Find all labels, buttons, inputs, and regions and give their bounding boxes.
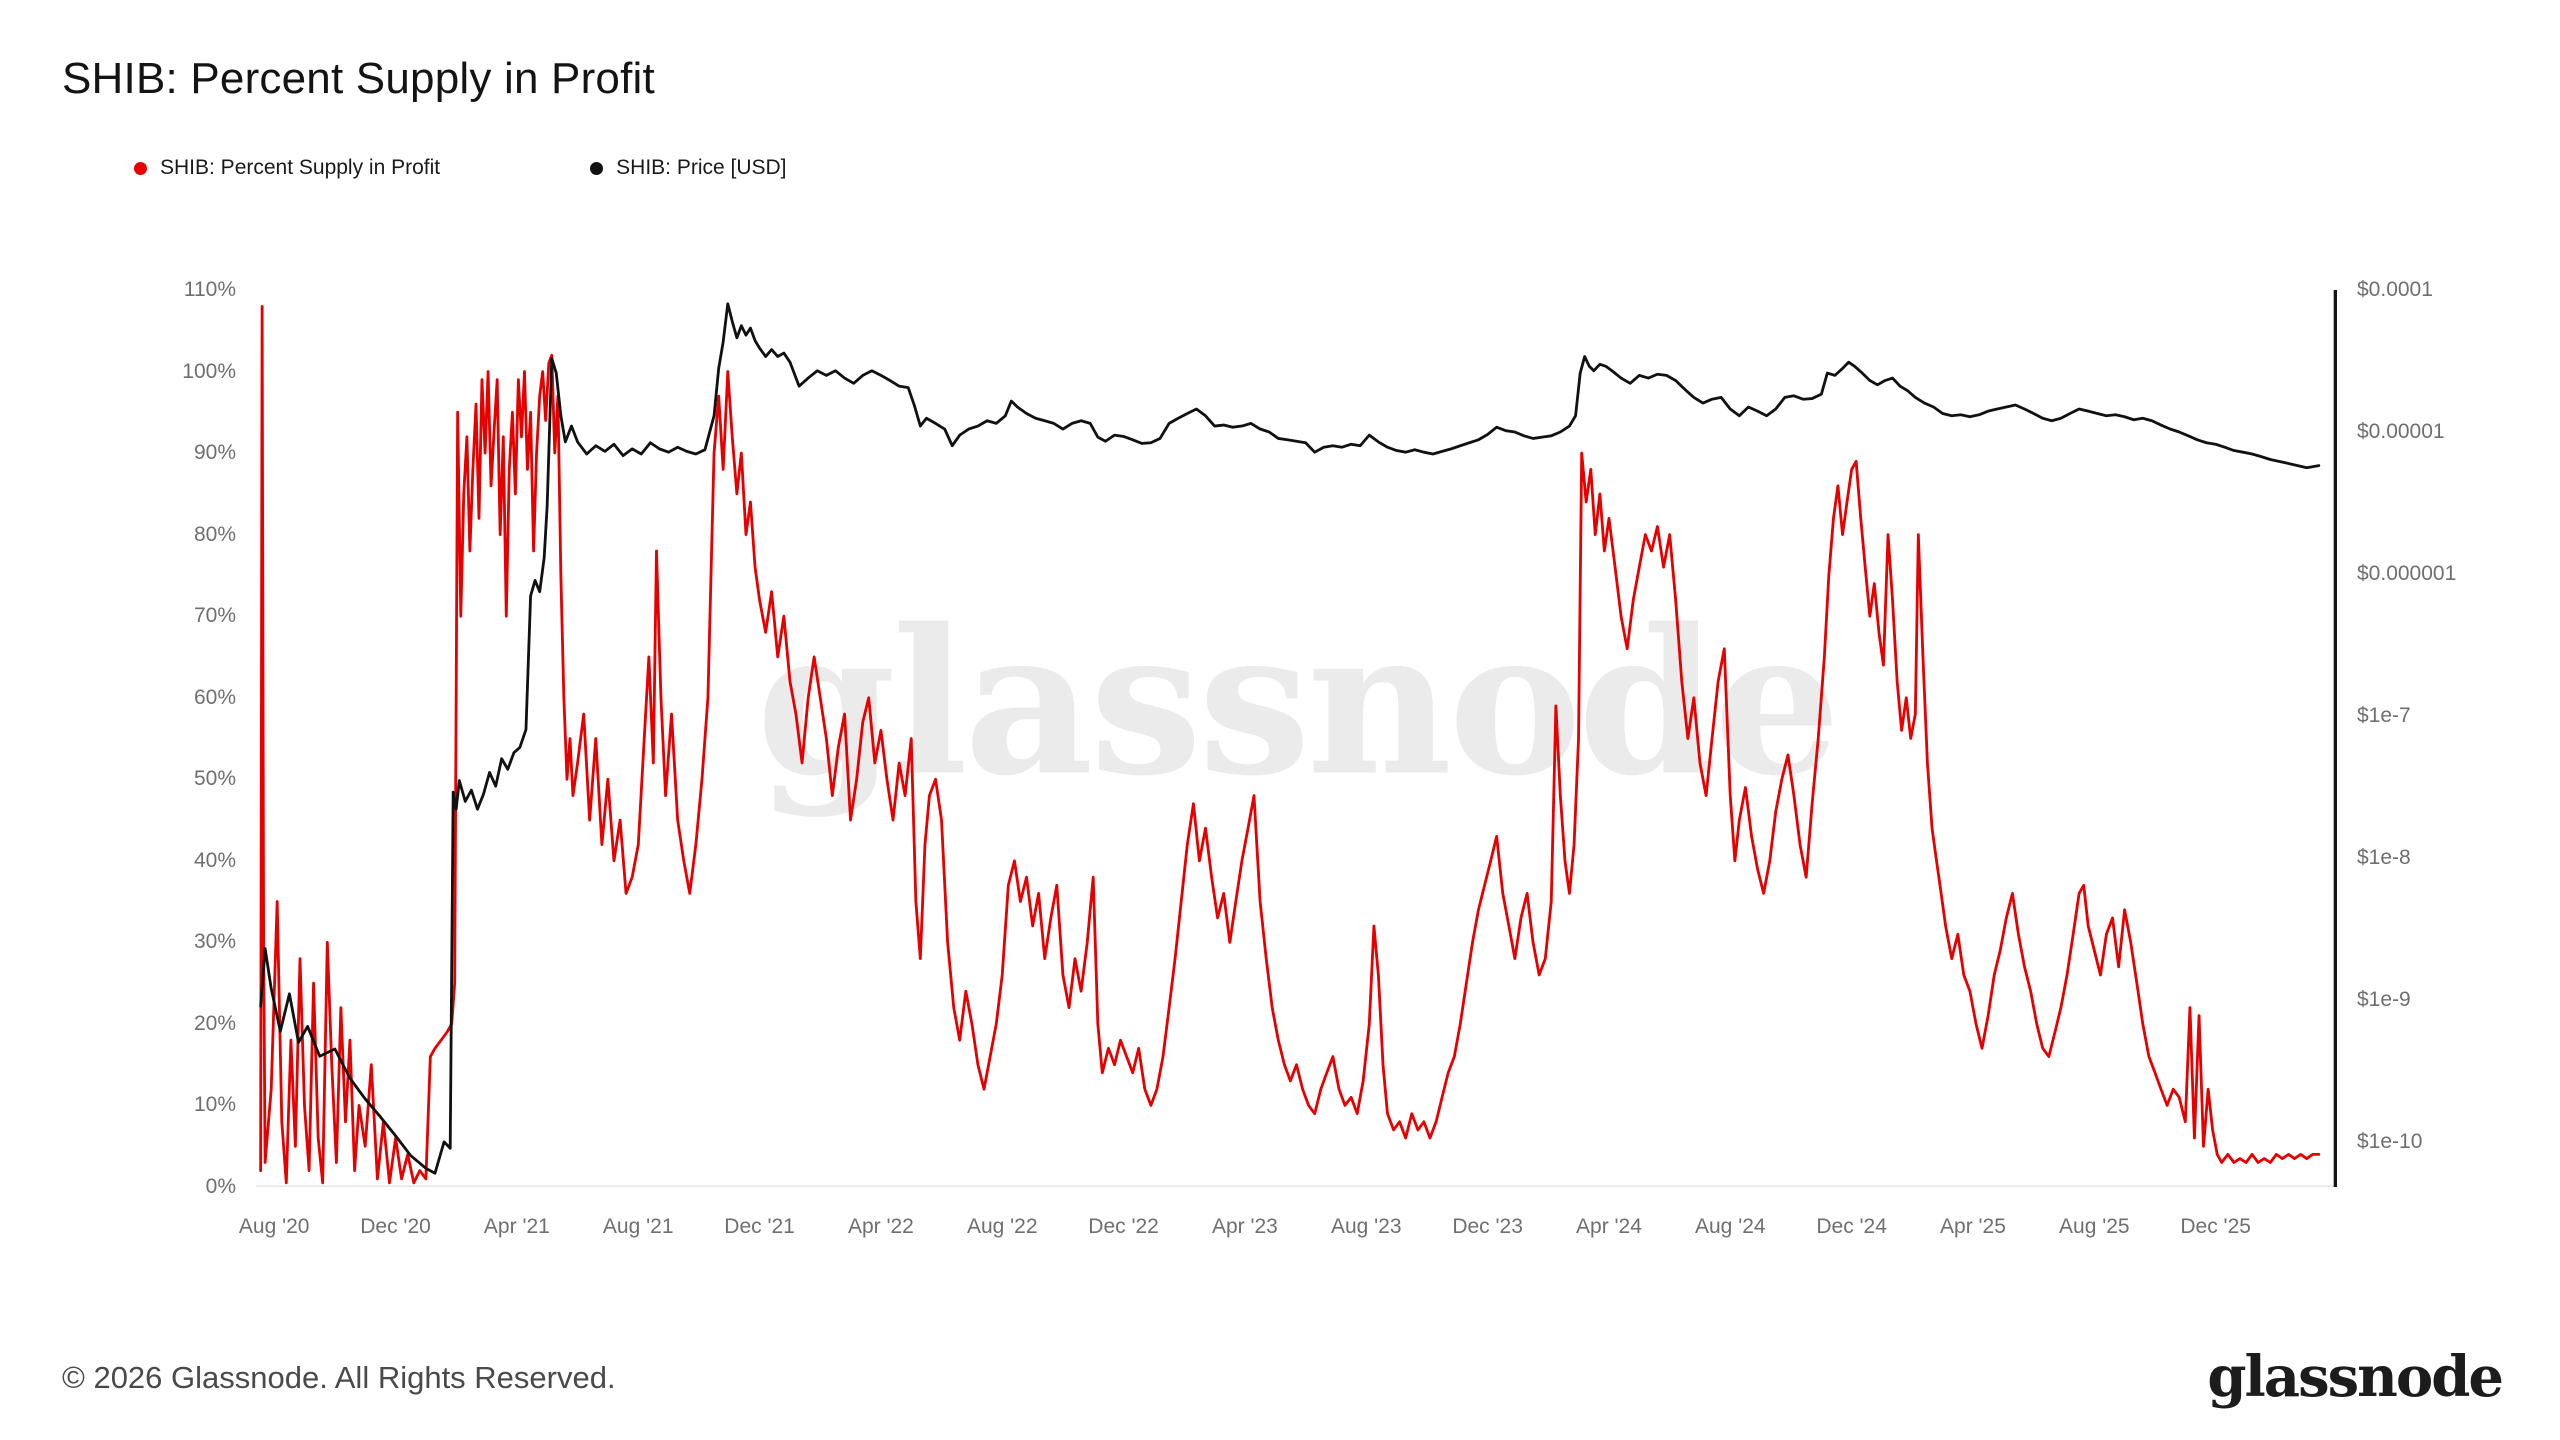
x-axis-tick: Aug '24: [1694, 1215, 1766, 1238]
y-right-tick: $0.000001: [2357, 561, 2457, 585]
x-axis-tick: Apr '21: [483, 1215, 550, 1238]
chart-legend: SHIB: Percent Supply in Profit SHIB: Pri…: [134, 156, 787, 180]
x-axis-tick: Dec '20: [360, 1215, 431, 1238]
y-left-tick: 70%: [193, 604, 236, 628]
x-axis-tick: Aug '25: [2059, 1215, 2130, 1238]
legend-item-percent-supply-in-profit[interactable]: SHIB: Percent Supply in Profit: [134, 156, 440, 180]
y-right-tick: $1e-9: [2357, 987, 2411, 1011]
x-axis-tick: Dec '23: [1452, 1215, 1523, 1238]
x-axis-tick: Apr '24: [1576, 1215, 1642, 1238]
legend-red-dot-icon: [134, 161, 147, 175]
y-right-tick: $0.00001: [2357, 419, 2445, 443]
x-axis-tick: Dec '24: [1816, 1215, 1887, 1238]
x-axis-tick: Aug '20: [238, 1215, 310, 1238]
x-axis-tick: Aug '21: [602, 1215, 674, 1238]
y-right-tick: $1e-10: [2357, 1129, 2423, 1153]
chart-plot-area: glassnode 110% 100% 90% 80% 70% 60% 50% 40% 30% 2…: [182, 278, 2456, 1238]
x-axis-tick: Dec '25: [2180, 1215, 2251, 1238]
legend-label-price-usd: SHIB: Price [USD]: [616, 156, 787, 179]
glassnode-logo[interactable]: glassnode: [2207, 1344, 2504, 1410]
y-left-tick: 50%: [193, 767, 236, 791]
x-axis-tick: Dec '21: [724, 1215, 795, 1238]
x-axis-tick: Apr '23: [1211, 1215, 1278, 1238]
y-right-tick: $1e-7: [2357, 703, 2411, 727]
x-axis-tick: Aug '23: [1330, 1215, 1402, 1238]
y-right-tick: $1e-8: [2357, 845, 2411, 869]
series-percent-supply-in-profit: [259, 304, 2321, 1185]
y-left-tick: 100%: [182, 359, 236, 383]
x-axis-tick: Dec '22: [1088, 1215, 1159, 1238]
copyright-text: © 2026 Glassnode. All Rights Reserved.: [62, 1360, 616, 1395]
x-axis-tick: Aug '22: [966, 1215, 1038, 1238]
page-title: SHIB: Percent Supply in Profit: [62, 54, 655, 103]
x-axis-tick: Apr '22: [847, 1215, 914, 1238]
y-left-tick: 80%: [193, 522, 236, 546]
legend-item-price-usd[interactable]: SHIB: Price [USD]: [590, 156, 787, 180]
y-left-tick: 60%: [193, 685, 236, 709]
series-price-usd: [259, 302, 2321, 1175]
legend-black-dot-icon: [590, 161, 604, 175]
y-right-tick: $0.0001: [2357, 278, 2433, 301]
y-left-tick: 40%: [193, 848, 236, 872]
y-left-tick: 20%: [193, 1011, 236, 1035]
x-axis-tick: Apr '25: [1940, 1215, 2006, 1238]
price-and-profit-line-chart[interactable]: [256, 290, 2337, 1187]
y-left-tick: 90%: [193, 441, 236, 465]
y-left-tick: 30%: [193, 930, 236, 954]
legend-label-percent-supply: SHIB: Percent Supply in Profit: [160, 156, 441, 179]
y-left-tick: 110%: [183, 278, 236, 301]
y-left-tick: 10%: [193, 1093, 236, 1117]
y-left-tick: 0%: [205, 1175, 236, 1198]
